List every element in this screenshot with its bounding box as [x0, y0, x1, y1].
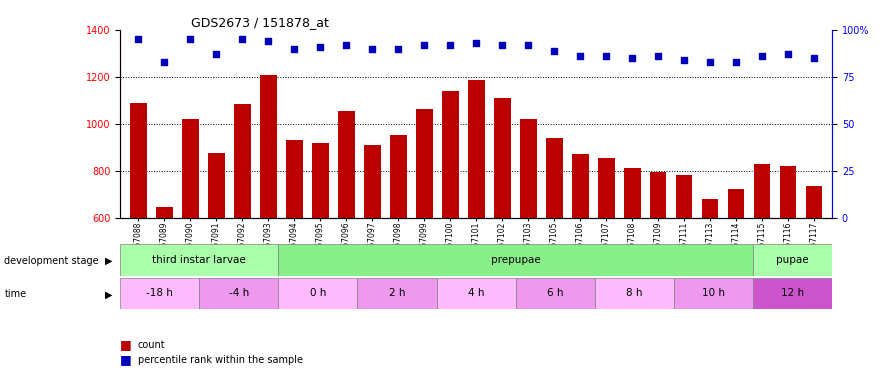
- Bar: [279, 278, 358, 309]
- Bar: [120, 244, 279, 276]
- Text: 12 h: 12 h: [781, 288, 805, 298]
- Point: [287, 46, 302, 52]
- Bar: [358, 278, 437, 309]
- Bar: [701, 199, 718, 358]
- Bar: [234, 104, 251, 358]
- Point: [599, 53, 613, 59]
- Text: ■: ■: [120, 339, 132, 351]
- Text: pupae: pupae: [776, 255, 809, 265]
- Text: ■: ■: [120, 354, 132, 366]
- Bar: [416, 108, 433, 358]
- Bar: [754, 164, 771, 358]
- Bar: [546, 138, 562, 358]
- Text: 6 h: 6 h: [547, 288, 563, 298]
- Bar: [674, 278, 753, 309]
- Point: [495, 42, 509, 48]
- Bar: [727, 189, 744, 358]
- Bar: [364, 145, 381, 358]
- Bar: [676, 176, 692, 358]
- Point: [313, 44, 328, 50]
- Bar: [650, 172, 667, 358]
- Point: [729, 59, 743, 65]
- Bar: [390, 135, 407, 358]
- Bar: [494, 98, 511, 358]
- Text: 10 h: 10 h: [702, 288, 725, 298]
- Bar: [515, 278, 595, 309]
- Point: [209, 51, 223, 57]
- Bar: [208, 153, 225, 358]
- Point: [807, 55, 821, 61]
- Point: [339, 42, 353, 48]
- Point: [158, 59, 172, 65]
- Text: 8 h: 8 h: [627, 288, 643, 298]
- Text: count: count: [138, 340, 166, 350]
- Bar: [130, 103, 147, 358]
- Point: [443, 42, 457, 48]
- Point: [651, 53, 665, 59]
- Text: 2 h: 2 h: [389, 288, 405, 298]
- Point: [755, 53, 769, 59]
- Bar: [338, 111, 355, 358]
- Bar: [156, 207, 173, 358]
- Text: -4 h: -4 h: [229, 288, 249, 298]
- Point: [235, 36, 249, 42]
- Point: [365, 46, 379, 52]
- Bar: [753, 278, 832, 309]
- Bar: [199, 278, 279, 309]
- Bar: [279, 244, 753, 276]
- Bar: [520, 119, 537, 358]
- Point: [677, 57, 692, 63]
- Bar: [312, 142, 328, 358]
- Point: [469, 40, 483, 46]
- Text: GDS2673 / 151878_at: GDS2673 / 151878_at: [191, 16, 329, 29]
- Point: [625, 55, 639, 61]
- Bar: [624, 168, 641, 358]
- Bar: [182, 119, 198, 358]
- Text: percentile rank within the sample: percentile rank within the sample: [138, 355, 303, 365]
- Bar: [441, 91, 458, 358]
- Bar: [120, 278, 199, 309]
- Bar: [260, 75, 277, 358]
- Bar: [780, 166, 797, 358]
- Text: 0 h: 0 h: [310, 288, 326, 298]
- Point: [573, 53, 587, 59]
- Point: [781, 51, 795, 57]
- Point: [131, 36, 145, 42]
- Bar: [571, 154, 588, 358]
- Bar: [597, 158, 614, 358]
- Bar: [437, 278, 515, 309]
- Point: [547, 48, 562, 54]
- Point: [703, 59, 717, 65]
- Text: time: time: [4, 290, 27, 299]
- Bar: [753, 244, 832, 276]
- Point: [391, 46, 405, 52]
- Bar: [595, 278, 674, 309]
- Bar: [805, 186, 822, 358]
- Text: third instar larvae: third instar larvae: [152, 255, 247, 265]
- Point: [417, 42, 432, 48]
- Text: development stage: development stage: [4, 256, 99, 266]
- Point: [183, 36, 198, 42]
- Point: [521, 42, 535, 48]
- Text: -18 h: -18 h: [146, 288, 174, 298]
- Bar: [286, 140, 303, 358]
- Text: ▶: ▶: [105, 290, 112, 299]
- Text: 4 h: 4 h: [468, 288, 484, 298]
- Bar: [468, 80, 484, 358]
- Text: prepupae: prepupae: [490, 255, 540, 265]
- Text: ▶: ▶: [105, 256, 112, 266]
- Point: [261, 38, 275, 44]
